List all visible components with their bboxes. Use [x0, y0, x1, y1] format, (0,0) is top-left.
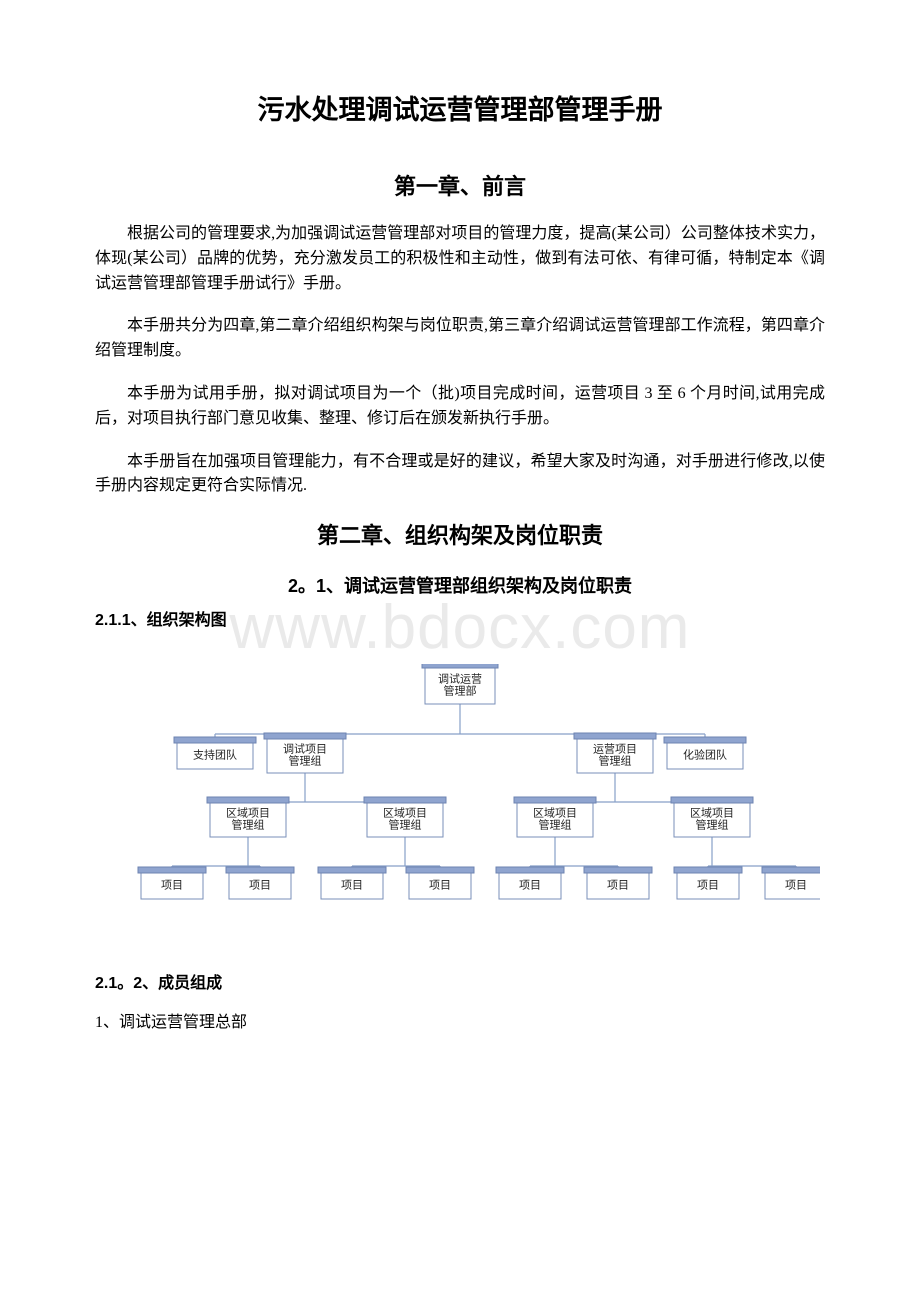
svg-text:项目: 项目 [429, 878, 451, 891]
document-body: 污水处理调试运营管理部管理手册 第一章、前言 根据公司的管理要求,为加强调试运营… [95, 90, 825, 1035]
svg-text:化验团队: 化验团队 [683, 747, 727, 761]
svg-text:区域项目: 区域项目 [533, 806, 577, 819]
subsection-2-1-2-heading: 2.1。2、成员组成 [95, 972, 825, 997]
svg-text:支持团队: 支持团队 [193, 747, 237, 761]
svg-text:管理组: 管理组 [232, 817, 265, 831]
svg-text:管理组: 管理组 [539, 817, 572, 831]
svg-text:调试项目: 调试项目 [283, 742, 327, 755]
svg-text:管理组: 管理组 [389, 817, 422, 831]
document-title: 污水处理调试运营管理部管理手册 [95, 90, 825, 132]
svg-text:项目: 项目 [161, 878, 183, 891]
svg-text:项目: 项目 [697, 878, 719, 891]
org-chart: 调试运营管理部支持团队调试项目管理组运营项目管理组化验团队区域项目管理组区域项目… [95, 664, 825, 924]
chapter-1-para-2: 本手册共分为四章,第二章介绍组织构架与岗位职责,第三章介绍调试运营管理部工作流程… [95, 314, 825, 364]
svg-text:区域项目: 区域项目 [226, 806, 270, 819]
chapter-1-para-3: 本手册为试用手册，拟对调试项目为一个（批)项目完成时间，运营项目 3 至 6 个… [95, 382, 825, 432]
svg-text:管理部: 管理部 [444, 683, 477, 697]
svg-text:管理组: 管理组 [289, 753, 322, 767]
member-line-1: 1、调试运营管理总部 [95, 1011, 825, 1036]
svg-text:管理组: 管理组 [696, 817, 729, 831]
org-chart-svg: 调试运营管理部支持团队调试项目管理组运营项目管理组化验团队区域项目管理组区域项目… [100, 664, 820, 924]
svg-text:项目: 项目 [249, 878, 271, 891]
svg-text:区域项目: 区域项目 [383, 806, 427, 819]
chapter-2-heading: 第二章、组织构架及岗位职责 [95, 519, 825, 553]
chapter-1-heading: 第一章、前言 [95, 170, 825, 204]
svg-text:项目: 项目 [785, 878, 807, 891]
svg-text:项目: 项目 [341, 878, 363, 891]
svg-text:运营项目: 运营项目 [593, 741, 637, 755]
chapter-1-para-4: 本手册旨在加强项目管理能力，有不合理或是好的建议，希望大家及时沟通，对手册进行修… [95, 450, 825, 500]
section-2-1-heading: 2。1、调试运营管理部组织架构及岗位职责 [95, 573, 825, 601]
svg-text:项目: 项目 [519, 878, 541, 891]
svg-text:区域项目: 区域项目 [690, 806, 734, 819]
chapter-1-para-1: 根据公司的管理要求,为加强调试运营管理部对项目的管理力度，提高(某公司）公司整体… [95, 222, 825, 296]
subsection-2-1-1-heading: 2.1.1、组织架构图 [95, 609, 825, 634]
svg-text:调试运营: 调试运营 [438, 671, 482, 685]
svg-text:项目: 项目 [607, 878, 629, 891]
svg-text:管理组: 管理组 [599, 753, 632, 767]
